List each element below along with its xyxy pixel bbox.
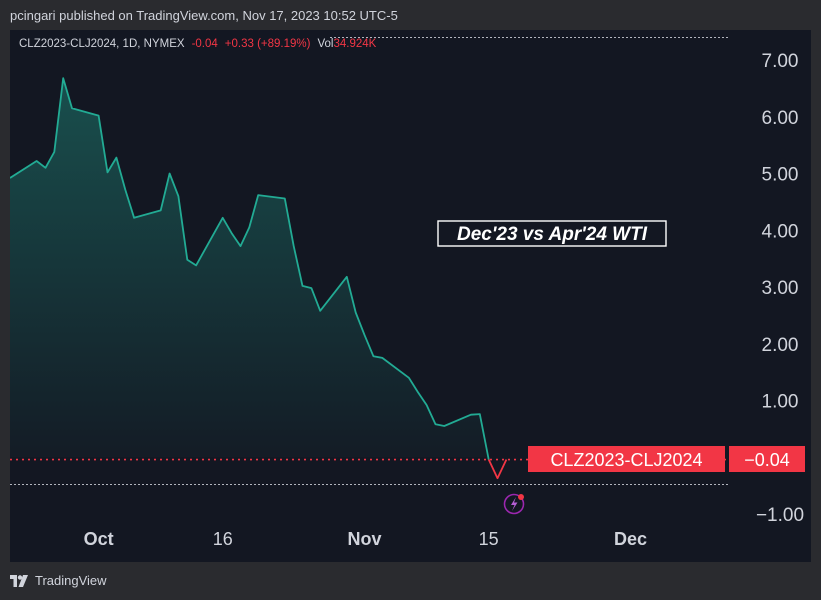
tradingview-logo-icon xyxy=(10,574,28,587)
y-tick-label: 2.00 xyxy=(762,335,799,356)
legend-change: +0.33 (+89.19%) xyxy=(225,38,311,50)
last-price-tag xyxy=(729,446,805,472)
line-layer xyxy=(10,77,728,485)
x-tick-label: 15 xyxy=(479,529,499,549)
y-tick-label: 3.00 xyxy=(762,278,799,299)
series-name-label: CLZ2023-CLJ2024 xyxy=(550,450,702,470)
series-name-tag xyxy=(528,446,725,472)
chart-title-frame xyxy=(437,220,667,247)
legend-vol-label: Vol xyxy=(317,38,333,50)
legend-last: -0.04 xyxy=(192,38,219,50)
chart-canvas[interactable]: CLZ2023-CLJ2024, 1D, NYMEX -0.04 +0.33 (+8… xyxy=(10,30,811,562)
series-line xyxy=(10,77,490,460)
y-tick-label: 5.00 xyxy=(762,165,799,186)
chart-title: Dec'23 vs Apr'24 WTI xyxy=(457,224,648,245)
last-value-labels: CLZ2023-CLJ2024 −0.04 xyxy=(528,446,805,472)
x-tick-label: Dec xyxy=(614,529,647,549)
y-axis: 7.00 6.00 5.00 4.00 3.00 2.00 1.00 −1.00 xyxy=(756,51,804,526)
x-tick-label: Nov xyxy=(348,529,382,549)
y-tick-label: 6.00 xyxy=(762,108,799,129)
series-line-negative xyxy=(487,459,508,480)
x-axis: Oct 16 Nov 15 Dec xyxy=(84,529,647,549)
legend-header: CLZ2023-CLJ2024, 1D, NYMEX -0.04 +0.33 (+8… xyxy=(19,38,377,50)
y-tick-label: 4.00 xyxy=(762,221,799,242)
chart-title-box: Dec'23 vs Apr'24 WTI xyxy=(437,220,667,247)
y-tick-label: 1.00 xyxy=(762,392,799,413)
realtime-icon[interactable] xyxy=(503,493,525,515)
legend-vol-value: 34.924K xyxy=(333,38,376,50)
last-price-label: −0.04 xyxy=(744,450,790,470)
legend-symbol: CLZ2023-CLJ2024, 1D, NYMEX xyxy=(19,38,185,50)
tradingview-logo[interactable]: TradingView xyxy=(10,573,107,588)
tradingview-brand: TradingView xyxy=(35,573,107,588)
x-tick-label: 16 xyxy=(213,529,233,549)
chart-panel[interactable]: CLZ2023-CLJ2024, 1D, NYMEX -0.04 +0.33 (+8… xyxy=(10,30,811,562)
attribution-text: pcingari published on TradingView.com, N… xyxy=(10,8,398,23)
y-tick-label: −1.00 xyxy=(756,505,804,526)
area-layer xyxy=(10,78,489,460)
y-tick-label: 7.00 xyxy=(762,51,799,72)
x-tick-label: Oct xyxy=(84,529,114,549)
series-area xyxy=(10,78,489,460)
